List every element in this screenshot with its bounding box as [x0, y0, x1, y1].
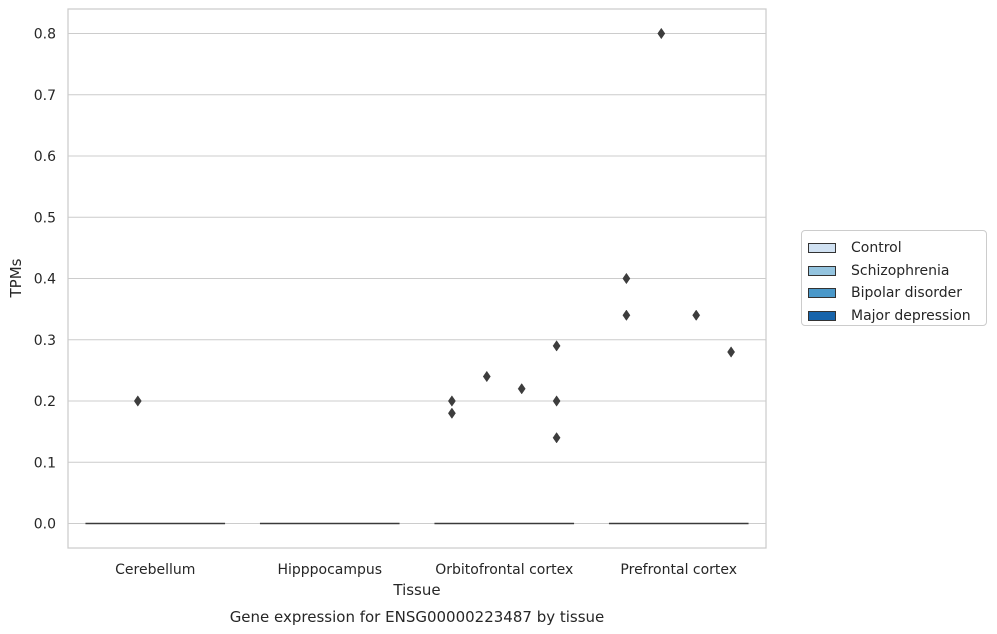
y-tick-label: 0.3	[34, 333, 56, 349]
outlier-point	[133, 395, 142, 407]
outlier-point	[447, 395, 456, 407]
legend-label: Bipolar disorder	[851, 285, 963, 302]
x-tick-label: Prefrontal cortex	[620, 562, 737, 578]
y-tick-label: 0.4	[34, 272, 56, 288]
outlier-point	[727, 346, 736, 358]
gridlines	[68, 32, 766, 525]
outlier-point	[622, 309, 631, 321]
outlier-point	[692, 309, 701, 321]
legend-label: Major depression	[851, 307, 971, 324]
outliers	[133, 27, 736, 444]
legend-item: Bipolar disorder	[808, 282, 980, 305]
legend-swatch	[808, 288, 836, 299]
outlier-point	[447, 407, 456, 419]
x-axis-ticks: Cerebellum Hipppocampus Orbitofrontal cort…	[115, 562, 737, 578]
plot-frame	[67, 8, 767, 549]
y-axis-ticks: 0.0 0.1 0.2 0.3 0.4 0.5 0.6 0.7 0.8	[34, 27, 56, 533]
outlier-point	[517, 383, 526, 395]
y-tick-label: 0.1	[34, 455, 56, 471]
legend-label: Control	[851, 240, 902, 257]
legend-swatch	[808, 310, 836, 321]
y-tick-label: 0.0	[34, 517, 56, 533]
x-tick-label: Orbitofrontal cortex	[435, 562, 573, 578]
outlier-point	[657, 27, 666, 40]
y-tick-label: 0.8	[34, 27, 56, 43]
x-tick-label: Hipppocampus	[277, 562, 382, 578]
outlier-point	[552, 340, 561, 352]
legend-item: Schizophrenia	[808, 260, 980, 283]
y-tick-label: 0.2	[34, 394, 56, 410]
x-axis-label: Tissue	[392, 581, 440, 599]
y-tick-label: 0.6	[34, 149, 56, 165]
legend-swatch	[808, 243, 836, 254]
outlier-point	[622, 272, 631, 285]
outlier-point	[482, 370, 491, 383]
chart-title: Gene expression for ENSG00000223487 by t…	[230, 608, 605, 626]
outlier-point	[552, 395, 561, 407]
legend: Control Schizophrenia Bipolar disorder Majo…	[801, 230, 987, 326]
y-tick-label: 0.7	[34, 88, 56, 104]
x-tick-label: Cerebellum	[115, 562, 195, 578]
legend-swatch	[808, 265, 836, 276]
legend-item: Major depression	[808, 305, 980, 328]
legend-item: Control	[808, 237, 980, 260]
legend-label: Schizophrenia	[851, 262, 950, 279]
y-axis-label: TPMs	[7, 258, 25, 298]
y-tick-label: 0.5	[34, 210, 56, 226]
outlier-point	[552, 432, 561, 444]
